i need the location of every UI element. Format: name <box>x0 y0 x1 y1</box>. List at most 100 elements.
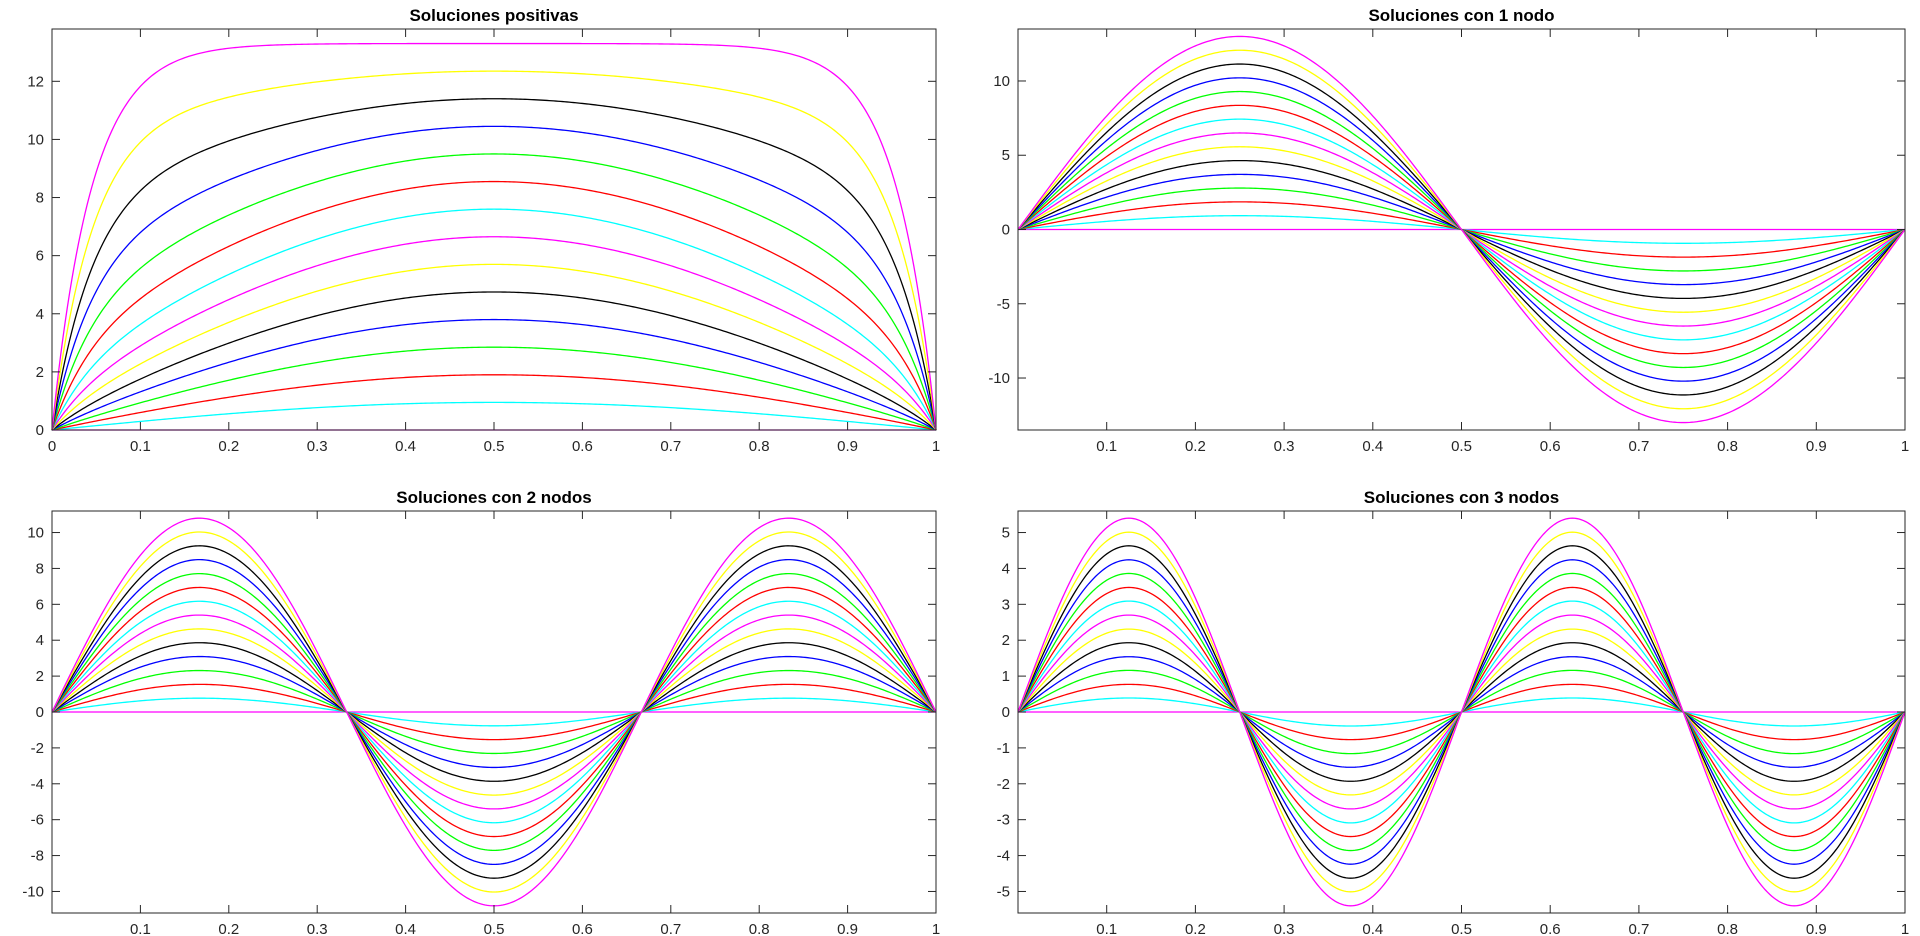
x-tick-label: 0.4 <box>395 438 416 455</box>
y-tick-label: 5 <box>1002 147 1010 164</box>
x-tick-label: 0.7 <box>1628 921 1649 936</box>
y-tick-label: 4 <box>36 632 44 649</box>
series-curve-4 <box>51 346 937 431</box>
y-tick-label: 0 <box>1002 222 1010 239</box>
y-tick-label: 0 <box>36 704 44 721</box>
x-tick-label: 0.6 <box>572 921 593 936</box>
y-tick-label: 5 <box>1002 525 1010 542</box>
y-tick-label: -3 <box>997 812 1010 829</box>
chart-title: Soluciones positivas <box>409 6 578 25</box>
x-tick-label: 0.9 <box>1806 438 1827 455</box>
y-tick-label: -10 <box>988 370 1010 387</box>
x-tick-label: 0.1 <box>130 921 151 936</box>
y-tick-label: 0 <box>36 422 44 439</box>
y-tick-label: 4 <box>36 306 44 323</box>
x-tick-label: 1 <box>1901 921 1909 936</box>
y-tick-label: 10 <box>993 73 1010 90</box>
y-tick-label: -4 <box>31 776 44 793</box>
series-curve-12 <box>51 125 937 431</box>
x-tick-label: 0.4 <box>395 921 416 936</box>
series-curve-7 <box>51 628 937 796</box>
series-curve-15 <box>1017 517 1906 907</box>
y-tick-label: 6 <box>36 596 44 613</box>
x-tick-label: 0.3 <box>1274 438 1295 455</box>
x-tick-label: 0.9 <box>837 438 858 455</box>
y-tick-label: 10 <box>27 525 44 542</box>
x-tick-label: 0 <box>48 438 56 455</box>
series-curve-10 <box>51 586 937 838</box>
y-tick-label: 4 <box>1002 560 1010 577</box>
x-tick-label: 0.8 <box>749 438 770 455</box>
x-tick-label: 0.2 <box>1185 438 1206 455</box>
y-tick-label: -2 <box>997 776 1010 793</box>
x-tick-label: 0.7 <box>660 438 681 455</box>
x-tick-label: 0.9 <box>1806 921 1827 936</box>
series-curve-13 <box>51 98 937 431</box>
x-tick-label: 0.5 <box>1451 921 1472 936</box>
series-curve-4 <box>51 669 937 755</box>
x-tick-label: 0.4 <box>1362 921 1383 936</box>
subplot-3: 0.1 0.2 0.3 0.4 0.5 0.6 0.7 0.8 0.9 1 -10 -8 -6 -4 -2 0… <box>22 488 940 936</box>
series-curve-11 <box>51 153 937 431</box>
series-curve-8 <box>51 614 937 810</box>
x-tick-label: 0.8 <box>749 921 770 936</box>
y-tick-label: 1 <box>1002 668 1010 685</box>
x-tick-label: 0.3 <box>307 921 328 936</box>
y-tick-label: 3 <box>1002 596 1010 613</box>
subplot-4: 0.1 0.2 0.3 0.4 0.5 0.6 0.7 0.8 0.9 1 -5 -4 -3 -2 -1 0 1… <box>997 488 1910 936</box>
y-tick-label: -5 <box>997 883 1010 900</box>
y-tick-label: 10 <box>27 131 44 148</box>
series-curve-6 <box>51 642 937 782</box>
x-tick-label: 0.1 <box>130 438 151 455</box>
x-tick-label: 0.5 <box>484 921 505 936</box>
y-tick-label: -5 <box>997 296 1010 313</box>
x-tick-label: 0.6 <box>1540 921 1561 936</box>
subplot-1: 0 0.1 0.2 0.3 0.4 0.5 0.6 0.7 0.8 0.9 1024681012So… <box>27 6 940 455</box>
y-tick-label: -2 <box>31 740 44 757</box>
x-tick-label: 1 <box>932 438 940 455</box>
y-tick-label: -1 <box>997 740 1010 757</box>
series-curve-9 <box>51 208 937 431</box>
x-tick-label: 0.7 <box>1628 438 1649 455</box>
y-tick-label: -8 <box>31 848 44 865</box>
x-tick-label: 1 <box>1901 438 1909 455</box>
series-curve-13 <box>51 545 937 879</box>
chart-title: Soluciones con 1 nodo <box>1368 6 1554 25</box>
y-tick-label: 8 <box>36 560 44 577</box>
x-tick-label: 0.3 <box>1274 921 1295 936</box>
series-curve-2 <box>51 401 937 431</box>
y-tick-label: 2 <box>36 668 44 685</box>
x-tick-label: 0.1 <box>1096 438 1117 455</box>
chart-title: Soluciones con 3 nodos <box>1364 488 1560 507</box>
series-curve-6 <box>51 291 937 431</box>
series-curve-14 <box>51 531 937 893</box>
subplot-2: 0.1 0.2 0.3 0.4 0.5 0.6 0.7 0.8 0.9 1 -10 -5 0 5 10 Sol… <box>988 6 1909 455</box>
y-tick-label: 12 <box>27 73 44 90</box>
x-tick-label: 0.5 <box>1451 438 1472 455</box>
x-tick-label: 0.9 <box>837 921 858 936</box>
series-curve-5 <box>51 655 937 769</box>
y-tick-label: -6 <box>31 812 44 829</box>
series-curve-12 <box>51 558 937 866</box>
y-tick-label: 2 <box>1002 632 1010 649</box>
x-tick-label: 0.3 <box>307 438 328 455</box>
series-curve-11 <box>51 572 937 852</box>
x-tick-label: 0.4 <box>1362 438 1383 455</box>
series-curve-2 <box>51 697 937 727</box>
x-tick-label: 0.7 <box>660 921 681 936</box>
x-tick-label: 0.8 <box>1717 438 1738 455</box>
y-tick-label: 0 <box>1002 704 1010 721</box>
x-tick-label: 0.5 <box>484 438 505 455</box>
x-tick-label: 0.6 <box>1540 438 1561 455</box>
x-tick-label: 0.1 <box>1096 921 1117 936</box>
series-curve-9 <box>51 600 937 824</box>
series-curve-5 <box>51 318 937 431</box>
x-tick-label: 0.8 <box>1717 921 1738 936</box>
y-tick-label: 8 <box>36 190 44 207</box>
x-tick-label: 0.6 <box>572 438 593 455</box>
y-tick-label: 6 <box>36 248 44 265</box>
axes-frame <box>51 28 937 431</box>
series-curve-15 <box>51 42 937 431</box>
series-curve-10 <box>51 180 937 431</box>
